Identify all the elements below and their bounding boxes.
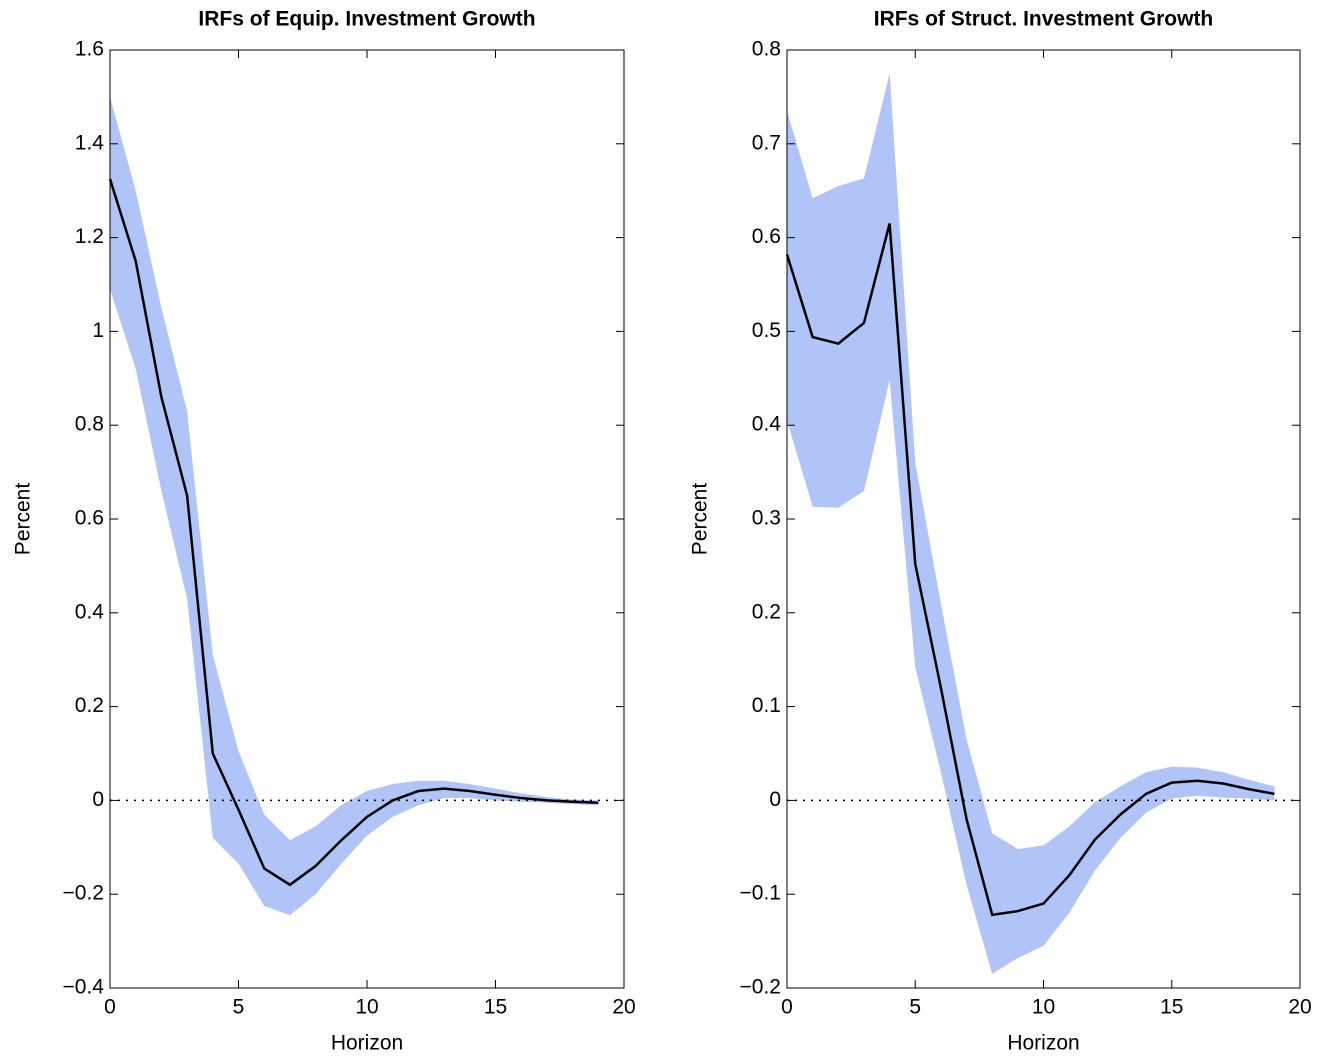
y-tick-label: 0.3 (752, 507, 781, 530)
x-axis-label: Horizon (1007, 1032, 1079, 1055)
confidence-band (110, 96, 599, 916)
y-tick-label: −0.1 (740, 882, 781, 905)
y-tick-label: 1.4 (75, 131, 105, 154)
y-tick-label: −0.4 (63, 976, 105, 999)
x-tick-label: 5 (233, 996, 245, 1019)
x-tick-label: 10 (355, 996, 378, 1019)
y-tick-label: 0 (769, 788, 781, 811)
y-tick-label: 1.2 (75, 225, 104, 248)
x-tick-label: 0 (781, 996, 793, 1019)
x-tick-label: 20 (1288, 996, 1311, 1019)
y-tick-label: −0.2 (740, 976, 781, 999)
y-tick-label: 0.6 (75, 507, 104, 530)
y-tick-label: −0.2 (63, 882, 104, 905)
x-axis-label: Horizon (331, 1032, 403, 1055)
x-tick-label: 5 (909, 996, 921, 1019)
y-axis-label: Percent (689, 483, 712, 556)
y-tick-label: 0.5 (752, 319, 781, 342)
y-tick-label: 0.2 (752, 600, 781, 623)
y-tick-label: 0.4 (75, 600, 105, 623)
irf-line (108, 178, 599, 887)
y-tick-label: 1.6 (75, 38, 104, 61)
x-tick-label: 20 (612, 996, 635, 1019)
x-tick-label: 15 (484, 996, 507, 1019)
irf-line (785, 223, 1275, 917)
y-tick-label: 0.7 (752, 131, 781, 154)
chart-title: IRFs of Equip. Investment Growth (198, 8, 535, 31)
y-tick-label: 0.4 (752, 413, 782, 436)
y-tick-label: 0.6 (752, 225, 781, 248)
y-axis-label: Percent (12, 483, 35, 556)
x-tick-label: 15 (1160, 996, 1183, 1019)
x-tick-label: 0 (104, 996, 116, 1019)
y-tick-label: 1 (92, 319, 104, 342)
chart-title: IRFs of Struct. Investment Growth (874, 8, 1214, 31)
y-tick-label: 0.2 (75, 694, 104, 717)
y-tick-label: 0.8 (752, 38, 781, 61)
x-tick-label: 10 (1032, 996, 1055, 1019)
y-tick-label: 0.1 (752, 694, 781, 717)
y-tick-label: 0 (92, 788, 104, 811)
y-tick-label: 0.8 (75, 413, 104, 436)
confidence-band (787, 73, 1275, 974)
